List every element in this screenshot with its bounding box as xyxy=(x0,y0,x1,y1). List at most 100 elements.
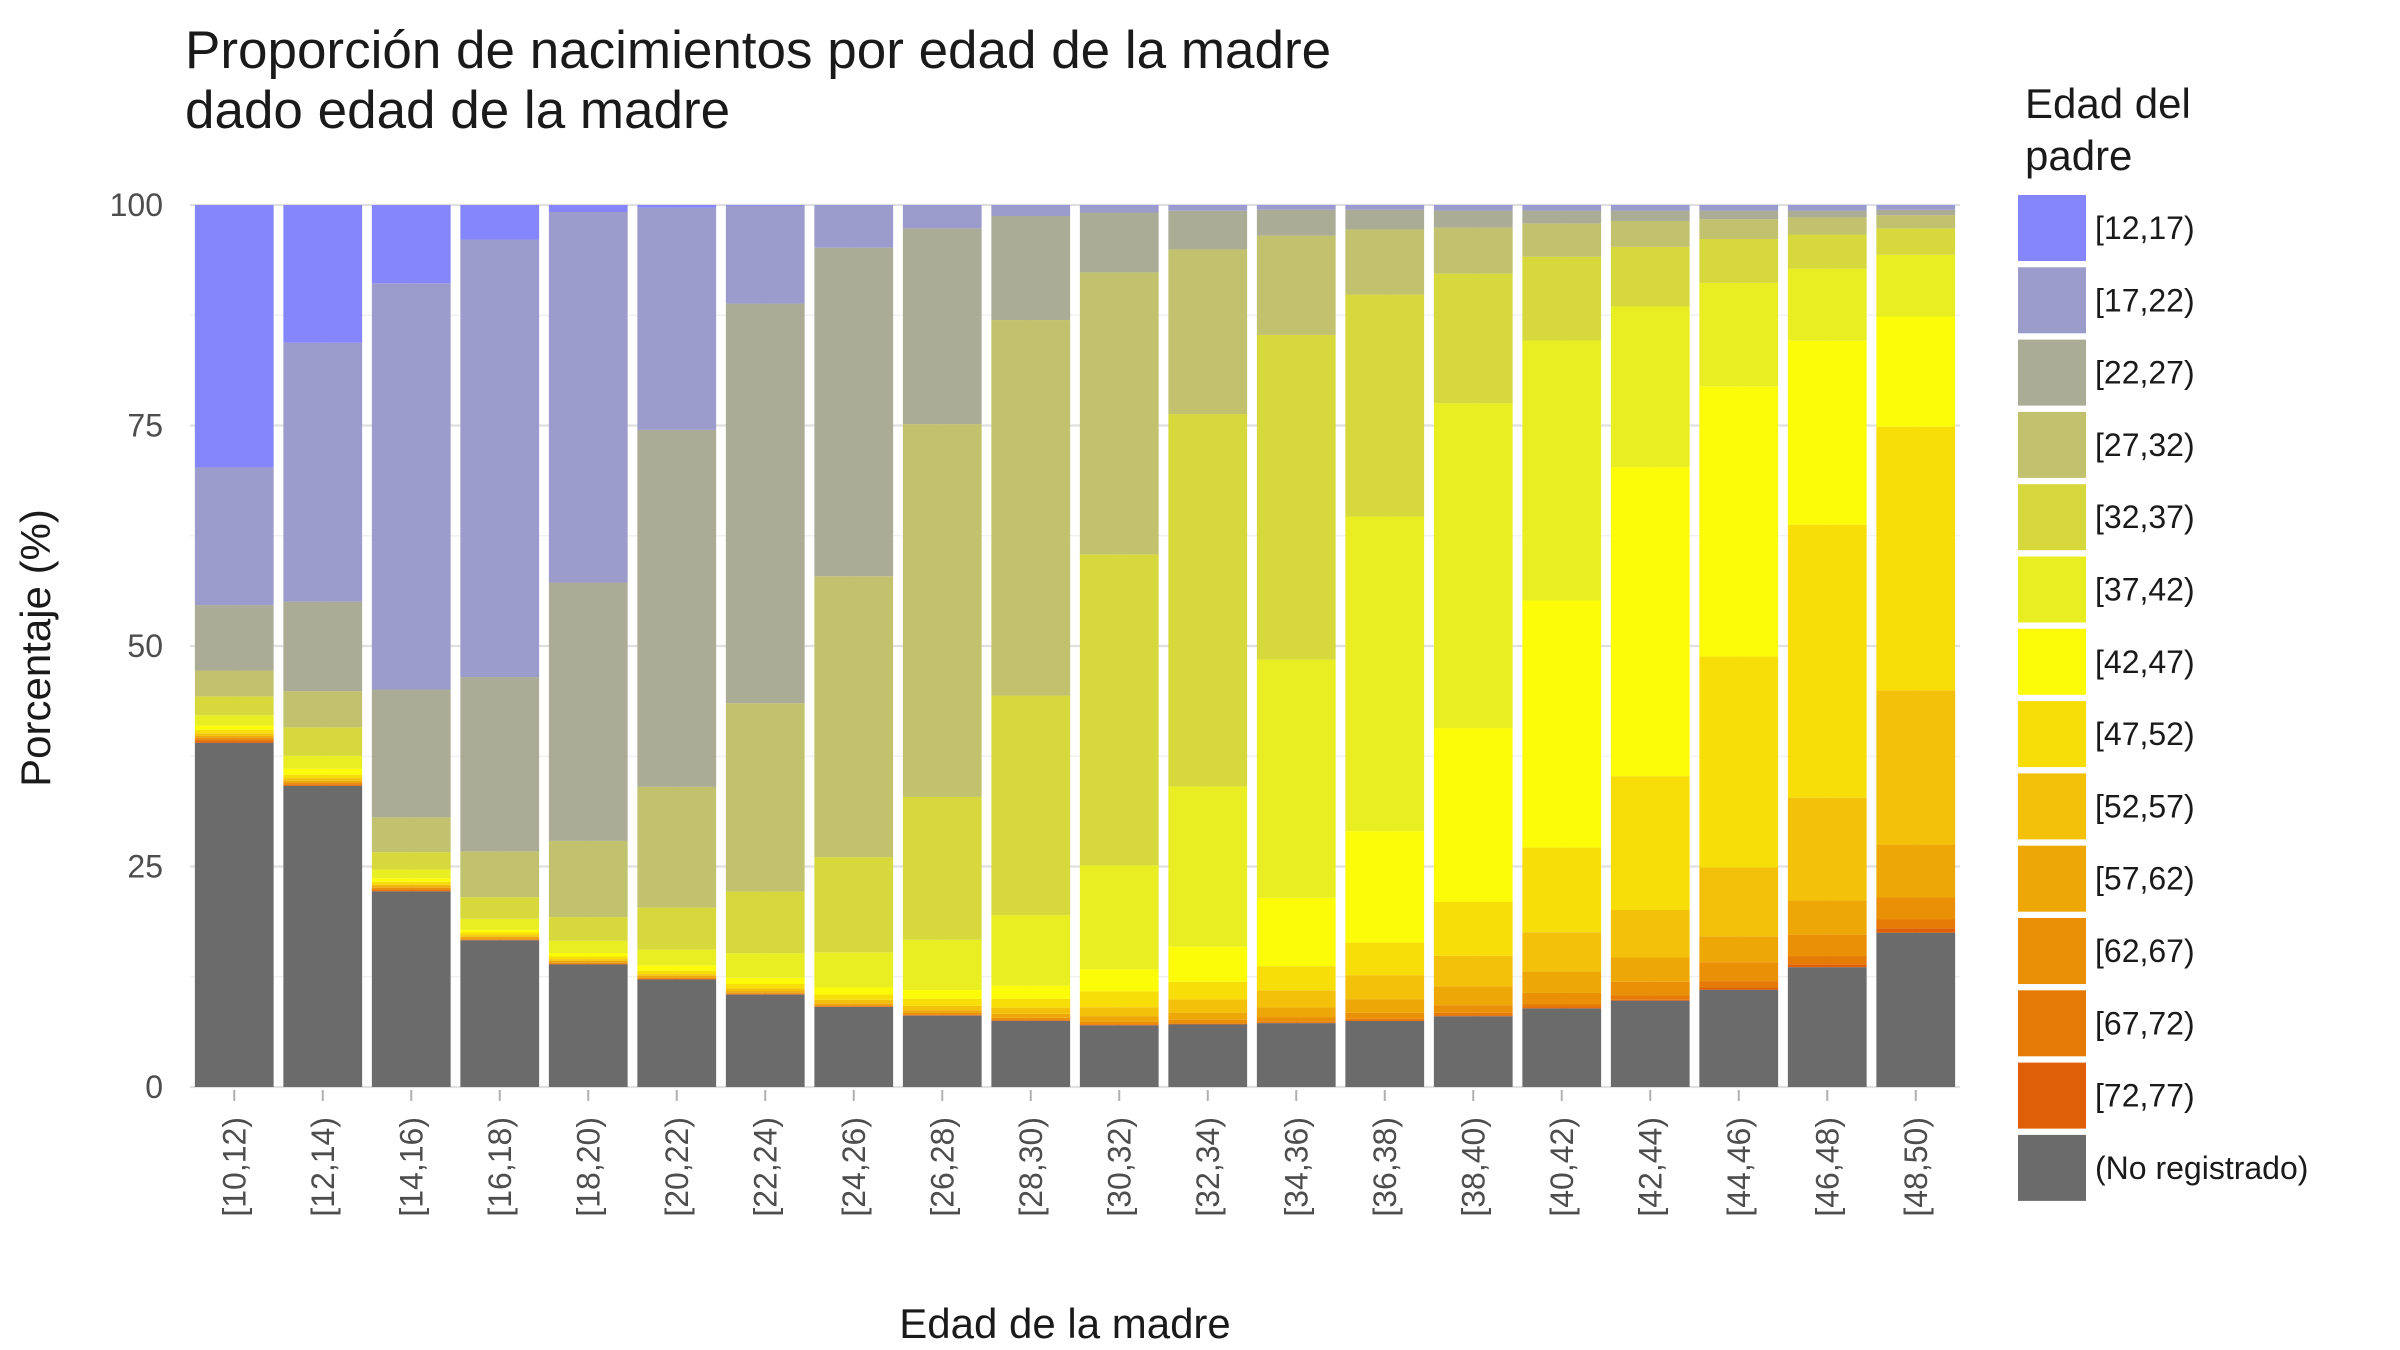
bar-segment xyxy=(1168,1019,1248,1024)
bar-segment xyxy=(460,897,540,919)
bar-segment xyxy=(1876,215,1956,229)
legend-item: [17,22) xyxy=(2018,267,2195,334)
bar-segment xyxy=(1787,956,1867,965)
bar-segment xyxy=(1256,897,1336,967)
bar-segment xyxy=(1699,386,1779,657)
bar-stack xyxy=(1876,205,1956,1087)
bar-segment xyxy=(283,784,363,785)
legend-item: [32,37) xyxy=(2018,484,2195,551)
bar-segment xyxy=(1522,1004,1602,1008)
bar-segment xyxy=(1610,909,1690,958)
bar-segment xyxy=(460,932,540,936)
bar-segment xyxy=(1256,1023,1336,1087)
legend-key xyxy=(2018,773,2086,840)
bar-segment xyxy=(725,988,805,992)
bar-segment xyxy=(194,696,274,716)
bar-segment xyxy=(991,1013,1071,1018)
legend-title-line-2: padre xyxy=(2025,132,2132,179)
bar-segment xyxy=(1256,966,1336,991)
bar-segment xyxy=(1079,1007,1159,1017)
chart-title-line-1: Proporción de nacimientos por edad de la… xyxy=(185,21,1331,80)
bar-segment xyxy=(991,1007,1071,1014)
bar-segment xyxy=(1256,1017,1336,1022)
bar-segment xyxy=(1522,256,1602,341)
legend-item: [22,27) xyxy=(2018,339,2195,406)
bar-segment xyxy=(283,342,363,602)
bar-segment xyxy=(1610,1000,1690,1087)
bar-segment xyxy=(460,929,540,933)
bar-segment xyxy=(637,205,717,208)
bar-segment xyxy=(194,205,274,468)
bar-segment xyxy=(1168,205,1248,211)
bar-segment xyxy=(1610,246,1690,307)
bar-segment xyxy=(1522,340,1602,601)
bar-segment xyxy=(460,851,540,898)
bar-segment xyxy=(991,1020,1071,1087)
bar-segment xyxy=(460,938,540,940)
bar-segment xyxy=(1433,955,1513,987)
bar-segment xyxy=(1168,1023,1248,1025)
bar-segment xyxy=(1522,223,1602,257)
bar-segment xyxy=(1876,209,1956,216)
bar-segment xyxy=(371,884,451,887)
legend-title-line-1: Edad del xyxy=(2025,80,2191,127)
x-tick-label: [38,40) xyxy=(1455,1117,1491,1217)
bar-segment xyxy=(725,205,805,206)
bar-segment xyxy=(1787,217,1867,235)
bar-segment xyxy=(1433,728,1513,902)
legend-label: [62,67) xyxy=(2095,933,2195,969)
bar-segment xyxy=(1610,220,1690,247)
bar-segment xyxy=(1433,205,1513,211)
legend-label: [52,57) xyxy=(2095,788,2195,824)
bar-segment xyxy=(902,205,982,229)
bar-segment xyxy=(1079,205,1159,213)
bar-segment xyxy=(194,467,274,606)
bar-segment xyxy=(637,949,717,966)
y-axis: 0 25 50 75 100 xyxy=(110,187,163,1105)
bar-stack xyxy=(902,205,982,1087)
bar-segment xyxy=(902,1005,982,1011)
bar-segment xyxy=(1345,209,1425,230)
bar-segment xyxy=(991,998,1071,1008)
bar-segment xyxy=(283,205,363,343)
bar-segment xyxy=(548,960,628,963)
bar-segment xyxy=(460,936,540,939)
bar-segment xyxy=(1876,844,1956,898)
bar-segment xyxy=(637,965,717,971)
bar-segment xyxy=(902,990,982,999)
bar-segment xyxy=(814,247,894,577)
bar-segment xyxy=(1345,205,1425,210)
bar-segment xyxy=(725,891,805,954)
legend-label: [27,32) xyxy=(2095,427,2195,463)
bar-segment xyxy=(1256,1007,1336,1018)
bar-segment xyxy=(1787,967,1867,1087)
legend-item: [62,67) xyxy=(2018,918,2195,984)
bar-segment xyxy=(725,303,805,704)
y-tick-label: 0 xyxy=(145,1069,163,1105)
bar-segment xyxy=(1699,987,1779,990)
bar-segment xyxy=(1168,249,1248,415)
bar-stack xyxy=(194,205,274,1087)
bar-segment xyxy=(194,742,274,1087)
legend-label: [32,37) xyxy=(2095,499,2195,535)
bar-segment xyxy=(1345,1018,1425,1021)
bar-segment xyxy=(460,918,540,930)
bar-segment xyxy=(283,691,363,728)
bar-segment xyxy=(1168,1012,1248,1020)
x-axis: [10,12) [12,14) [14,16) [16,18) [18,20) [20,2… xyxy=(216,1090,1934,1217)
bar-segment xyxy=(1079,969,1159,992)
bar-segment xyxy=(1699,219,1779,240)
bar-segment xyxy=(1256,235,1336,335)
bar-segment xyxy=(1256,334,1336,660)
bar-segment xyxy=(1345,975,1425,1000)
legend-key xyxy=(2018,556,2086,623)
bar-segment xyxy=(371,852,451,870)
bar-segment xyxy=(371,878,451,882)
bar-segment xyxy=(637,974,717,976)
bar-segment xyxy=(1699,981,1779,988)
legend-label: [22,27) xyxy=(2095,355,2195,391)
bar-segment xyxy=(283,780,363,783)
bar-segment xyxy=(1876,205,1956,210)
bar-segment xyxy=(1699,656,1779,868)
